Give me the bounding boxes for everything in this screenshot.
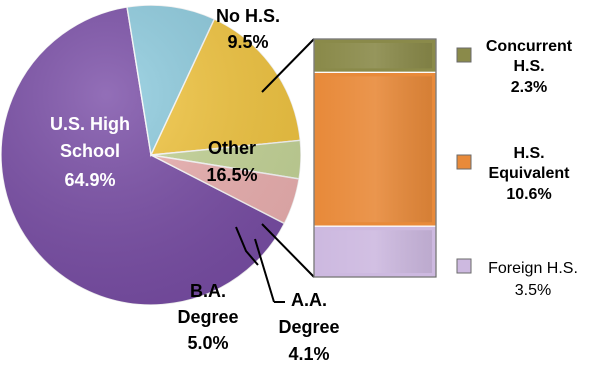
legend-concurrent-hs-line2: H.S.	[513, 58, 544, 75]
label-other: Other	[208, 138, 256, 158]
pie-shine	[1, 5, 301, 305]
legend-marker-concurrent-hs	[456, 47, 472, 63]
label-aa-degree-line2: Degree	[278, 317, 339, 337]
leader-ba-degree	[235, 226, 259, 266]
legend-concurrent-hs-line1: Concurrent	[486, 38, 573, 55]
legend-concurrent-hs-value: 2.3%	[511, 79, 547, 96]
bar-segment-foreign-hs-sheen	[318, 230, 432, 273]
legend-markers	[456, 47, 472, 274]
legend-marker-hs-equivalent	[456, 154, 472, 170]
label-ba-degree-line2: Degree	[177, 307, 238, 327]
legend-hs-equivalent-line2: Equivalent	[489, 165, 571, 182]
bar-frame	[313, 38, 437, 278]
label-no-hs-value: 9.5%	[227, 32, 268, 52]
legend-foreign-hs-label: Foreign H.S.	[488, 260, 578, 277]
label-other-value: 16.5%	[206, 165, 257, 185]
label-aa-degree-line1: A.A.	[291, 290, 327, 310]
breakdown-bar	[313, 38, 437, 278]
pie-labels: No H.S. 9.5% U.S. High School 64.9% Othe…	[50, 6, 340, 364]
connector-bottom	[261, 223, 315, 278]
label-ba-degree-value: 5.0%	[187, 333, 228, 353]
bar-segment-hs-equivalent-sheen	[318, 76, 432, 223]
label-us-high-school-line2: School	[60, 141, 120, 161]
legend-hs-equivalent-line1: H.S.	[513, 145, 544, 162]
legend-foreign-hs-value: 3.5%	[515, 282, 551, 299]
label-ba-degree-line1: B.A.	[190, 281, 226, 301]
bar-segment-concurrent-hs-sheen	[318, 43, 432, 69]
leader-aa-degree	[254, 238, 275, 303]
label-aa-degree-value: 4.1%	[288, 344, 329, 364]
legend-marker-foreign-hs	[456, 258, 472, 274]
label-no-hs: No H.S.	[216, 6, 280, 26]
legend-hs-equivalent-value: 10.6%	[506, 186, 551, 203]
label-us-high-school-value: 64.9%	[64, 170, 115, 190]
label-us-high-school-line1: U.S. High	[50, 114, 130, 134]
connector-top	[261, 38, 315, 93]
pie	[0, 4, 302, 306]
leader-lines	[235, 38, 315, 303]
legend-labels: Concurrent H.S. 2.3% H.S. Equivalent 10.…	[486, 38, 578, 299]
